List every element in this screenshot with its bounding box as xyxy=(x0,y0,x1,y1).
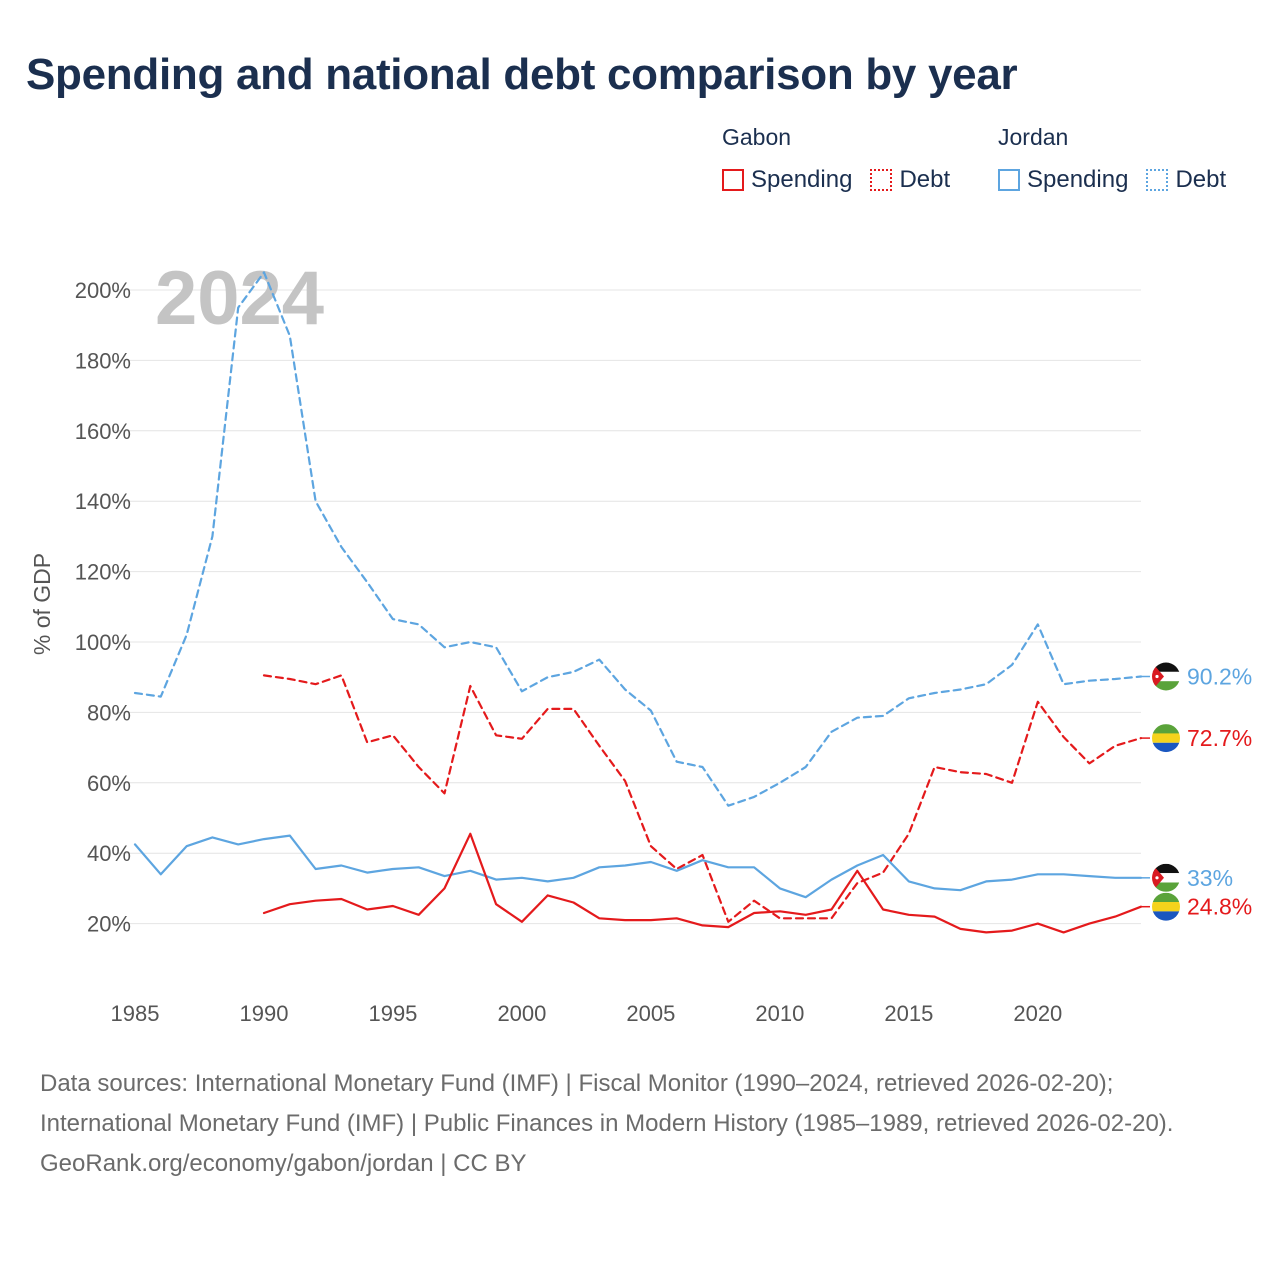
legend-swatch-jordan-spending xyxy=(998,169,1020,191)
credit-link[interactable]: GeoRank.org/economy/gabon/jordan | CC BY xyxy=(40,1150,527,1177)
x-tick-label: 1995 xyxy=(368,1001,417,1026)
x-tick-label: 1985 xyxy=(111,1001,160,1026)
y-tick-label: 100% xyxy=(75,630,131,655)
y-tick-label: 160% xyxy=(75,419,131,444)
y-axis-label: % of GDP xyxy=(29,553,55,655)
x-tick-label: 2010 xyxy=(755,1001,804,1026)
series-lines xyxy=(133,271,1143,934)
y-tick-label: 120% xyxy=(75,560,131,585)
jordan-flag-icon xyxy=(1152,662,1180,691)
gabon-flag-icon xyxy=(1152,892,1180,921)
legend-swatch-gabon-debt xyxy=(870,169,893,191)
chart-title: Spending and national debt comparison by… xyxy=(26,50,1018,99)
legend-item-gabon-debt[interactable]: Debt xyxy=(870,166,950,194)
end-value-label: 24.8% xyxy=(1187,894,1252,920)
footer: Data sources: International Monetary Fun… xyxy=(40,1064,1240,1184)
y-tick-label: 60% xyxy=(87,771,131,796)
y-tick-label: 80% xyxy=(87,700,131,725)
year-watermark: 2024 xyxy=(155,256,324,341)
legend-label: Debt xyxy=(899,166,951,193)
end-value-label: 72.7% xyxy=(1187,725,1252,751)
legend-group-gabon: Gabon Spending Debt xyxy=(722,124,968,194)
legend-item-gabon-spending[interactable]: Spending xyxy=(722,166,852,194)
end-value-label: 33% xyxy=(1187,865,1233,891)
x-axis-ticks: 1985 1990 1995 2000 2005 2010 2015 2020 xyxy=(111,1001,1063,1026)
legend-label: Spending xyxy=(751,166,853,193)
data-sources: Data sources: International Monetary Fun… xyxy=(40,1070,1174,1137)
y-tick-label: 180% xyxy=(75,348,131,373)
legend-swatch-jordan-debt xyxy=(1146,169,1169,191)
legend-label: Spending xyxy=(1027,166,1129,193)
legend-label: Debt xyxy=(1175,166,1227,193)
x-tick-label: 2000 xyxy=(497,1001,546,1026)
series-line-jordan-debt[interactable] xyxy=(133,271,1143,807)
series-line-gabon-spending[interactable] xyxy=(262,832,1143,934)
gabon-flag-icon xyxy=(1152,724,1180,753)
legend-swatch-gabon-spending xyxy=(722,169,744,191)
legend-group-name: Jordan xyxy=(998,124,1069,150)
x-tick-label: 2015 xyxy=(884,1001,933,1026)
legend-group-jordan: Jordan Spending Debt xyxy=(998,124,1244,194)
x-tick-label: 1990 xyxy=(239,1001,288,1026)
y-tick-label: 200% xyxy=(75,278,131,303)
line-chart: 2024 20% 40% 60% 80% 100% 120% 140% 160% 180% 200… xyxy=(29,256,1252,1026)
gridlines xyxy=(113,289,1141,925)
x-tick-label: 2005 xyxy=(626,1001,675,1026)
legend-group-name: Gabon xyxy=(722,124,792,150)
y-tick-label: 140% xyxy=(75,489,131,514)
jordan-flag-icon xyxy=(1152,863,1180,892)
series-line-jordan-spending[interactable] xyxy=(133,834,1143,899)
x-tick-label: 2020 xyxy=(1013,1001,1062,1026)
series-line-gabon-debt[interactable] xyxy=(262,674,1143,923)
end-labels: 90.2% 72.7% 33% 24.8% xyxy=(1141,662,1252,921)
y-tick-label: 40% xyxy=(87,841,131,866)
y-axis-ticks: 20% 40% 60% 80% 100% 120% 140% 160% 180% 200% xyxy=(75,278,131,937)
legend-item-jordan-debt[interactable]: Debt xyxy=(1146,166,1226,194)
legend-item-jordan-spending[interactable]: Spending xyxy=(998,166,1128,194)
y-tick-label: 20% xyxy=(87,912,131,937)
end-value-label: 90.2% xyxy=(1187,663,1252,689)
